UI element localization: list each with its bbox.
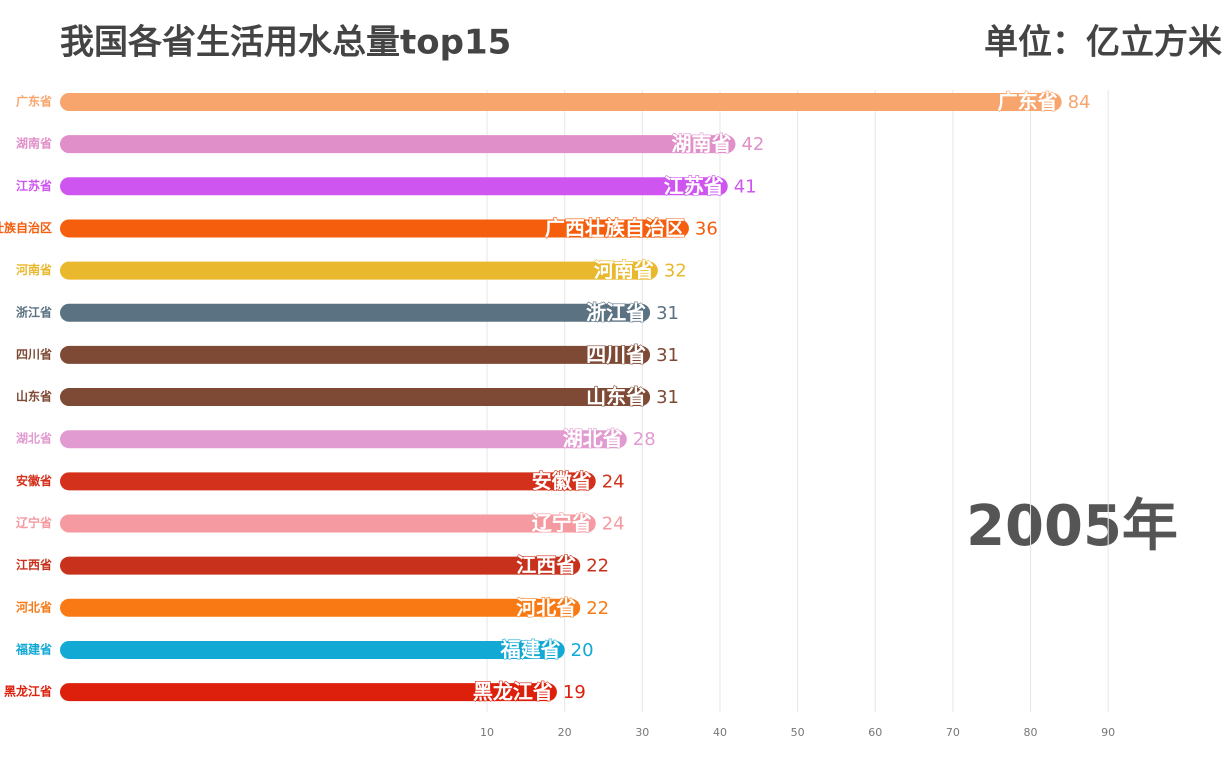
bar-inner-label: 河北省 bbox=[516, 595, 576, 619]
value-label: 31 bbox=[656, 387, 679, 408]
bar-inner-label: 湖南省 bbox=[671, 132, 731, 156]
bar-inner-label: 辽宁省 bbox=[532, 511, 592, 535]
y-tick-label: 湖北省 bbox=[16, 431, 52, 446]
y-tick-label: 湖南省 bbox=[16, 136, 52, 151]
bar bbox=[60, 219, 689, 238]
bar bbox=[60, 303, 651, 322]
x-tick-label: 60 bbox=[868, 726, 882, 739]
x-tick-label: 40 bbox=[713, 726, 727, 739]
value-label: 22 bbox=[586, 556, 609, 577]
bar bbox=[60, 514, 596, 533]
bar-inner-label: 山东省 bbox=[586, 385, 646, 409]
x-tick-label: 50 bbox=[791, 726, 805, 739]
x-tick-label: 10 bbox=[480, 726, 494, 739]
y-tick-label: 黑龙江省 bbox=[4, 684, 52, 699]
y-tick-label: 四川省 bbox=[16, 346, 52, 361]
period-label: 2005年 bbox=[966, 494, 1178, 559]
bar bbox=[60, 683, 557, 702]
bar-inner-label: 广东省 bbox=[998, 90, 1058, 114]
y-tick-label: 安徽省 bbox=[16, 473, 52, 488]
bar bbox=[60, 598, 581, 617]
bar bbox=[60, 261, 658, 280]
value-label: 24 bbox=[602, 514, 625, 535]
x-tick-label: 90 bbox=[1101, 726, 1115, 739]
bar-inner-label: 广西壮族自治区 bbox=[545, 216, 685, 240]
bar-inner-label: 四川省 bbox=[586, 342, 646, 366]
x-tick-label: 30 bbox=[635, 726, 649, 739]
value-label: 28 bbox=[633, 429, 656, 450]
bar bbox=[60, 640, 565, 659]
bar-inner-label: 浙江省 bbox=[586, 300, 646, 324]
bar bbox=[60, 345, 651, 364]
value-label: 31 bbox=[656, 345, 679, 366]
x-tick-label: 80 bbox=[1024, 726, 1038, 739]
value-label: 84 bbox=[1068, 92, 1091, 113]
value-label: 42 bbox=[741, 134, 764, 155]
value-label: 36 bbox=[695, 218, 718, 239]
value-label: 41 bbox=[734, 176, 757, 197]
y-tick-label: 江西省 bbox=[16, 557, 52, 572]
x-tick-label: 20 bbox=[558, 726, 572, 739]
y-tick-label: 江苏省 bbox=[16, 178, 52, 193]
bar-inner-label: 黑龙江省 bbox=[473, 680, 553, 704]
y-tick-label: 广东省 bbox=[16, 94, 52, 109]
bar bbox=[60, 135, 736, 154]
bar bbox=[60, 472, 596, 491]
y-tick-label: 浙江省 bbox=[16, 304, 52, 319]
value-label: 31 bbox=[656, 303, 679, 324]
bar bbox=[60, 388, 651, 407]
value-label: 32 bbox=[664, 261, 687, 282]
y-tick-label: 河北省 bbox=[15, 599, 52, 614]
bar-inner-label: 安徽省 bbox=[532, 469, 592, 493]
y-tick-label: 河南省 bbox=[15, 262, 52, 277]
value-label: 24 bbox=[602, 471, 625, 492]
bar bbox=[60, 430, 627, 449]
y-tick-label: 山东省 bbox=[16, 389, 52, 404]
value-label: 19 bbox=[563, 682, 586, 703]
y-tick-label: 广西壮族自治区 bbox=[0, 220, 52, 235]
value-label: 22 bbox=[586, 598, 609, 619]
x-tick-label: 70 bbox=[946, 726, 960, 739]
bar-inner-label: 江西省 bbox=[516, 553, 576, 577]
bar bbox=[60, 177, 728, 196]
bar-inner-label: 湖北省 bbox=[563, 427, 623, 451]
bar-inner-label: 江苏省 bbox=[664, 174, 724, 198]
y-tick-label: 辽宁省 bbox=[16, 515, 52, 530]
value-label: 20 bbox=[571, 640, 594, 661]
y-tick-label: 福建省 bbox=[15, 641, 52, 656]
bar-inner-label: 河南省 bbox=[594, 258, 654, 282]
bar bbox=[60, 556, 581, 575]
chart-title: 我国各省生活用水总量top15 bbox=[60, 23, 511, 63]
bar bbox=[60, 93, 1062, 111]
unit-label: 单位：亿立方米 bbox=[984, 23, 1222, 63]
bar-inner-label: 福建省 bbox=[500, 637, 561, 661]
